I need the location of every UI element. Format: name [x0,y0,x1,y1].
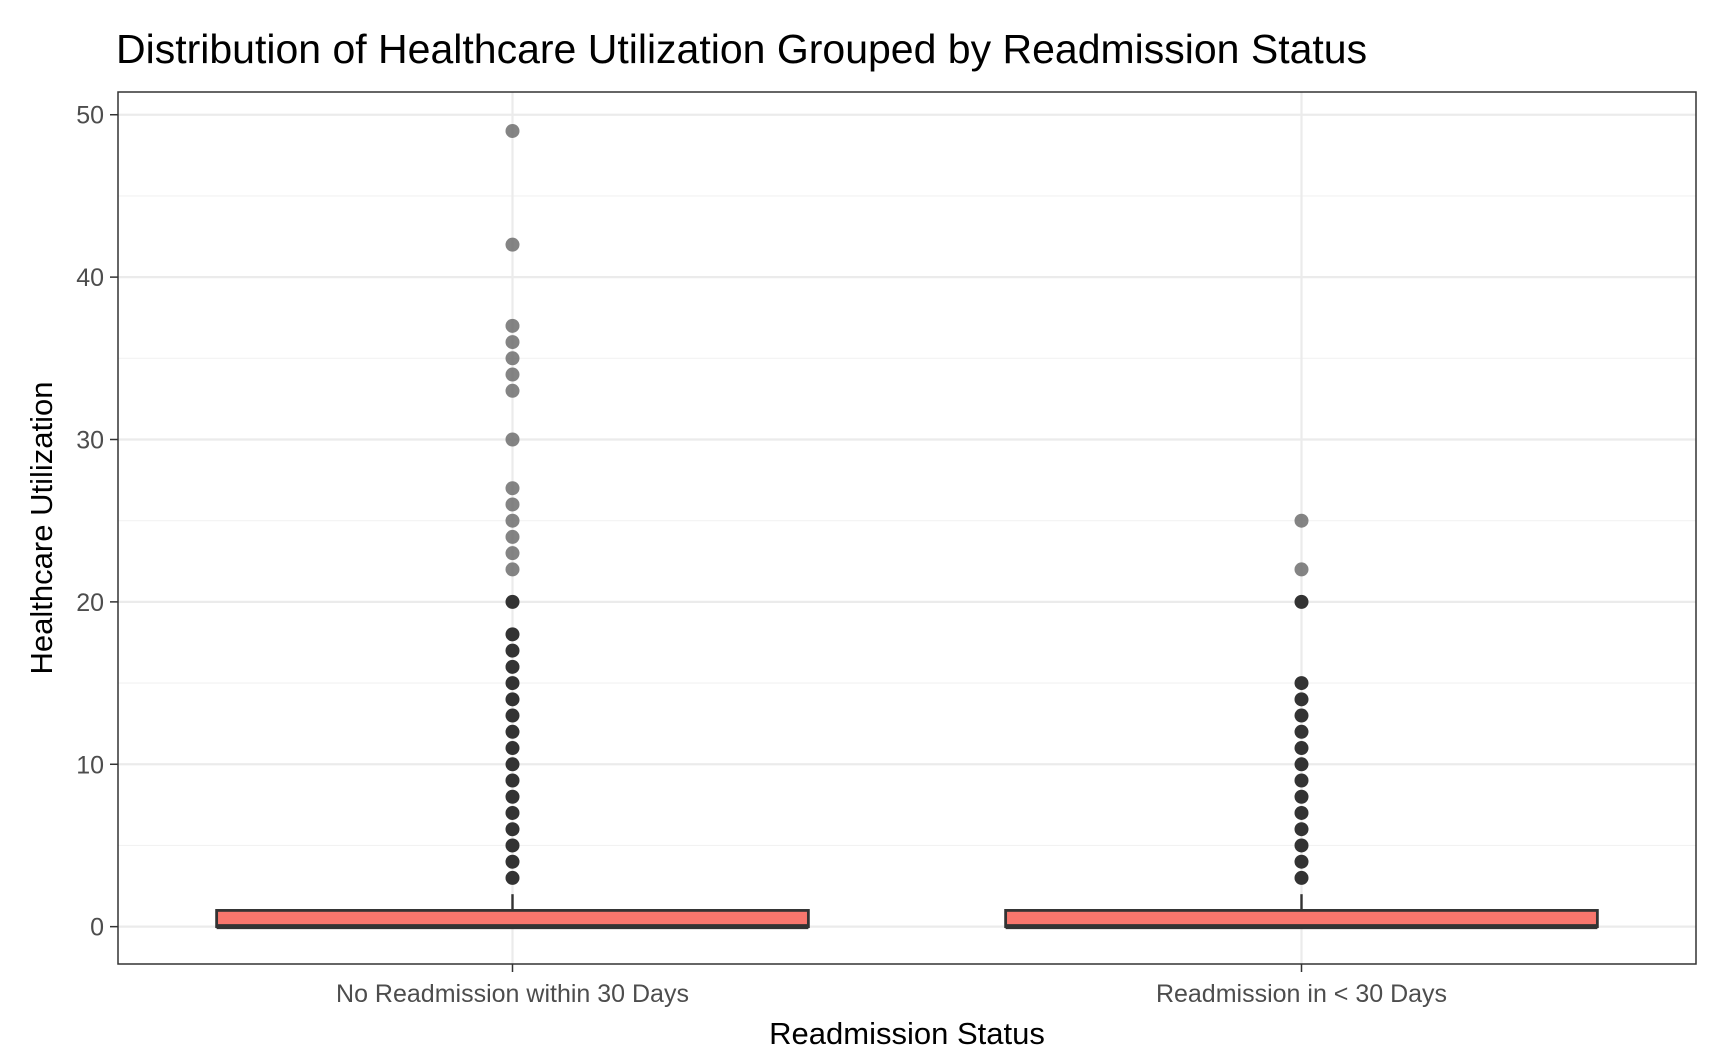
outlier-point [505,659,520,674]
outlier-point [505,627,520,642]
x-tick-label: Readmission in < 30 Days [1156,980,1447,1008]
outlier-point [1294,870,1309,885]
outlier-point [505,594,520,609]
outlier-point [1294,773,1309,788]
grid-layer [118,92,1696,964]
y-tick-label: 30 [76,427,104,455]
y-tick-label: 10 [76,751,104,779]
outlier-point [505,805,520,820]
outlier-point [505,708,520,723]
axes-layer: 0 10 20 30 40 50 No Readmission within 30 Days… [76,102,1447,1008]
outlier-point [505,335,520,350]
outlier-point [505,789,520,804]
outlier-point [505,497,520,512]
outlier-point [505,692,520,707]
outlier-point [1294,676,1309,691]
y-tick-label: 40 [76,264,104,292]
outlier-point [505,838,520,853]
outlier-point [505,367,520,382]
outlier-point [505,432,520,447]
outlier-point [1294,805,1309,820]
outlier-point [505,773,520,788]
outlier-point [505,854,520,869]
outlier-point [505,123,520,138]
outlier-point [505,318,520,333]
outlier-point [505,351,520,366]
outlier-point [505,724,520,739]
y-tick-label: 0 [90,914,104,942]
outlier-point [505,870,520,885]
outlier-point [505,741,520,756]
panel-border [117,91,1697,965]
outlier-point [1294,741,1309,756]
outlier-point [505,676,520,691]
outlier-point [505,513,520,528]
outlier-point [1294,838,1309,853]
y-axis-title: Healthcare Utilization [24,382,59,675]
outlier-point [1294,562,1309,577]
outlier-point [1294,513,1309,528]
outlier-point [1294,692,1309,707]
outlier-point [1294,854,1309,869]
outlier-point [1294,757,1309,772]
outlier-point [1294,789,1309,804]
outlier-point [505,643,520,658]
outlier-point [1294,708,1309,723]
y-tick-label: 20 [76,589,104,617]
outlier-point [505,757,520,772]
outlier-point [1294,594,1309,609]
outlier-point [505,529,520,544]
chart-title: Distribution of Healthcare Utilization G… [116,26,1367,72]
outlier-point [505,822,520,837]
x-axis-title: Readmission Status [769,1016,1045,1050]
boxes-layer [215,894,1599,930]
outlier-point [1294,822,1309,837]
outlier-point [1294,724,1309,739]
outlier-point [505,546,520,561]
outlier-point [505,237,520,252]
outliers-layer [505,123,1309,885]
outlier-point [505,562,520,577]
outlier-point [505,481,520,496]
x-tick-label: No Readmission within 30 Days [336,980,689,1008]
outlier-point [505,383,520,398]
y-tick-label: 50 [76,102,104,130]
panel-background [118,92,1696,964]
